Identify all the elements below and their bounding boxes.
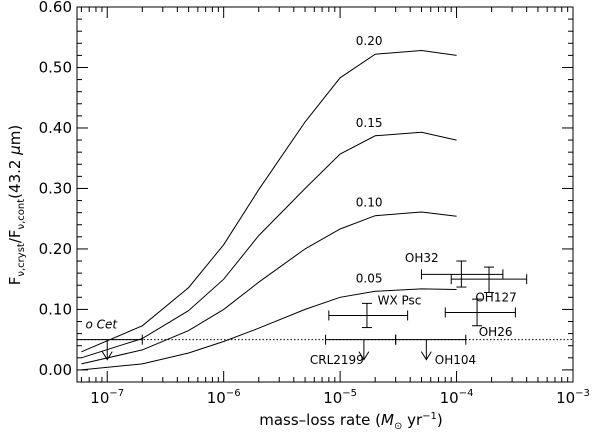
source-oh26 xyxy=(444,298,516,327)
x-tick-label: 10−6 xyxy=(207,388,241,407)
plot-frame xyxy=(76,6,574,383)
source-oh127 xyxy=(450,266,528,293)
series-line-0-05 xyxy=(81,288,457,371)
x-tick-base: 10 xyxy=(440,389,459,407)
series-line-0-15 xyxy=(81,131,457,359)
source-label-crl2199: CRL2199 xyxy=(310,353,364,367)
upper-limit-arrow-head xyxy=(420,351,432,361)
x-tick-label: 10−4 xyxy=(440,388,474,407)
y-tick-label: 0.10 xyxy=(39,300,72,318)
upper-limit-arrow-head xyxy=(101,351,113,361)
source-label-o-cet: o Cet xyxy=(85,318,118,332)
source-oh104 xyxy=(395,334,467,361)
y-tick-label: 0.30 xyxy=(39,179,72,197)
source-label-oh104: OH104 xyxy=(435,353,476,367)
y-tick-label: 0.40 xyxy=(39,119,72,137)
x-axis-title: mass–loss rate (M⊙ yr−1) xyxy=(259,411,443,432)
plot-lines xyxy=(77,49,573,371)
x-tick-label: 10−3 xyxy=(556,388,590,407)
y-tick-label: 0.00 xyxy=(39,361,72,379)
series-line-0-20 xyxy=(81,49,457,353)
x-tick-base: 10 xyxy=(323,389,342,407)
x-tick-exponent: −6 xyxy=(226,388,241,399)
y-axis: 0.00 0.10 0.20 0.30 0.40 0.50 0.60 xyxy=(39,0,573,379)
source-label-oh26: OH26 xyxy=(479,325,513,339)
x-axis: 10−7 10−6 10−5 10−4 10−3 xyxy=(80,7,590,407)
x-tick-base: 10 xyxy=(556,389,575,407)
x-tick-exponent: −7 xyxy=(109,388,124,399)
series-line-0-10 xyxy=(81,211,457,365)
x-tick-exponent: −5 xyxy=(342,388,357,399)
y-tick-label: 0.60 xyxy=(39,0,72,16)
x-tick-base: 10 xyxy=(90,389,109,407)
labels: 0.05 0.10 0.15 0.20 o Cet WX Psc OH32 OH127 OH26… xyxy=(85,34,516,367)
y-tick-label: 0.20 xyxy=(39,240,72,258)
x-tick-base: 10 xyxy=(207,389,226,407)
x-tick-exponent: −3 xyxy=(575,388,590,399)
upper-limit-arrow-head xyxy=(358,351,370,361)
y-axis-title: Fν,cryst/Fν,cont(43.2 μm) xyxy=(6,125,27,285)
source-wx-psc xyxy=(328,302,409,329)
x-tick-exponent: −4 xyxy=(459,388,474,399)
source-label-oh32: OH32 xyxy=(405,251,439,265)
y-tick-label: 0.50 xyxy=(39,58,72,76)
x-tick-label: 10−7 xyxy=(90,388,124,407)
series-label-0-05: 0.05 xyxy=(356,271,383,285)
x-tick-label: 10−5 xyxy=(323,388,357,407)
series-label-0-20: 0.20 xyxy=(356,34,383,48)
series-label-0-10: 0.10 xyxy=(356,196,383,210)
source-label-wx-psc: WX Psc xyxy=(378,293,422,307)
series-label-0-15: 0.15 xyxy=(356,116,383,130)
source-label-oh127: OH127 xyxy=(475,290,516,304)
